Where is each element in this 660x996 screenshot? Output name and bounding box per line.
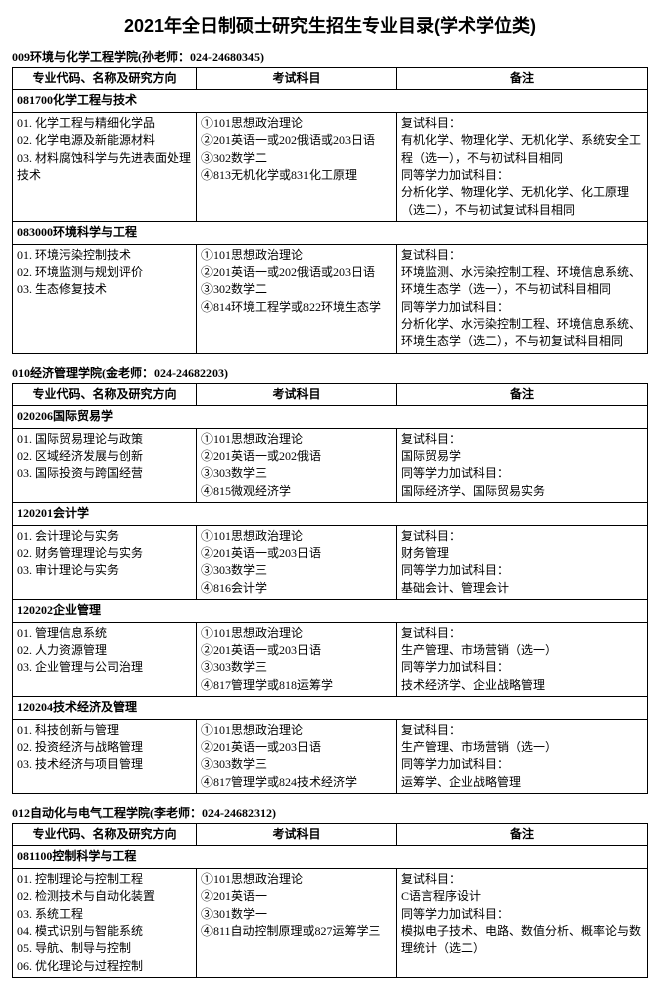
column-header: 考试科目 <box>197 68 397 90</box>
catalog-table: 专业代码、名称及研究方向考试科目备注081100控制科学与工程01. 控制理论与… <box>12 823 648 978</box>
department-heading: 009环境与化学工程学院(孙老师：024-24680345) <box>12 48 648 65</box>
exam-subjects-cell: ①101思想政治理论 ②201英语一或203日语 ③303数学三 ④816会计学 <box>197 525 397 600</box>
column-header: 备注 <box>397 824 648 846</box>
research-direction-cell: 01. 国际贸易理论与政策 02. 区域经济发展与创新 03. 国际投资与跨国经… <box>13 428 197 503</box>
exam-subjects-cell: ①101思想政治理论 ②201英语一或202俄语或203日语 ③302数学二 ④… <box>197 244 397 353</box>
remarks-cell: 复试科目： C语言程序设计 同等学力加试科目： 模拟电子技术、电路、数值分析、概… <box>397 868 648 977</box>
major-code-row: 081700化学工程与技术 <box>13 90 648 112</box>
page-title: 2021年全日制硕士研究生招生专业目录(学术学位类) <box>12 12 648 38</box>
exam-subjects-cell: ①101思想政治理论 ②201英语一或202俄语或203日语 ③302数学二 ④… <box>197 112 397 221</box>
department-heading: 012自动化与电气工程学院(李老师：024-24682312) <box>12 804 648 821</box>
major-code-row: 083000环境科学与工程 <box>13 222 648 244</box>
research-direction-cell: 01. 化学工程与精细化学品 02. 化学电源及新能源材料 03. 材料腐蚀科学… <box>13 112 197 221</box>
catalog-table: 专业代码、名称及研究方向考试科目备注081700化学工程与技术01. 化学工程与… <box>12 67 648 354</box>
exam-subjects-cell: ①101思想政治理论 ②201英语一或203日语 ③303数学三 ④817管理学… <box>197 719 397 794</box>
column-header: 考试科目 <box>197 824 397 846</box>
remarks-cell: 复试科目： 国际贸易学 同等学力加试科目： 国际经济学、国际贸易实务 <box>397 428 648 503</box>
research-direction-cell: 01. 控制理论与控制工程 02. 检测技术与自动化装置 03. 系统工程 04… <box>13 868 197 977</box>
exam-subjects-cell: ①101思想政治理论 ②201英语一或203日语 ③303数学三 ④817管理学… <box>197 622 397 697</box>
major-code-row: 120201会计学 <box>13 503 648 525</box>
research-direction-cell: 01. 科技创新与管理 02. 投资经济与战略管理 03. 技术经济与项目管理 <box>13 719 197 794</box>
column-header: 备注 <box>397 68 648 90</box>
major-code-row: 081100控制科学与工程 <box>13 846 648 868</box>
research-direction-cell: 01. 环境污染控制技术 02. 环境监测与规划评价 03. 生态修复技术 <box>13 244 197 353</box>
research-direction-cell: 01. 会计理论与实务 02. 财务管理理论与实务 03. 审计理论与实务 <box>13 525 197 600</box>
column-header: 专业代码、名称及研究方向 <box>13 824 197 846</box>
column-header: 专业代码、名称及研究方向 <box>13 68 197 90</box>
remarks-cell: 复试科目： 环境监测、水污染控制工程、环境信息系统、环境生态学（选一），不与初试… <box>397 244 648 353</box>
catalog-table: 专业代码、名称及研究方向考试科目备注020206国际贸易学01. 国际贸易理论与… <box>12 383 648 794</box>
department-heading: 010经济管理学院(金老师：024-24682203) <box>12 364 648 381</box>
column-header: 专业代码、名称及研究方向 <box>13 383 197 405</box>
remarks-cell: 复试科目： 财务管理 同等学力加试科目： 基础会计、管理会计 <box>397 525 648 600</box>
column-header: 考试科目 <box>197 383 397 405</box>
remarks-cell: 复试科目： 生产管理、市场营销（选一） 同等学力加试科目： 运筹学、企业战略管理 <box>397 719 648 794</box>
exam-subjects-cell: ①101思想政治理论 ②201英语一或202俄语 ③303数学三 ④815微观经… <box>197 428 397 503</box>
remarks-cell: 复试科目： 有机化学、物理化学、无机化学、系统安全工程（选一），不与初试科目相同… <box>397 112 648 221</box>
column-header: 备注 <box>397 383 648 405</box>
research-direction-cell: 01. 管理信息系统 02. 人力资源管理 03. 企业管理与公司治理 <box>13 622 197 697</box>
major-code-row: 120204技术经济及管理 <box>13 697 648 719</box>
exam-subjects-cell: ①101思想政治理论 ②201英语一 ③301数学一 ④811自动控制原理或82… <box>197 868 397 977</box>
major-code-row: 120202企业管理 <box>13 600 648 622</box>
major-code-row: 020206国际贸易学 <box>13 406 648 428</box>
remarks-cell: 复试科目： 生产管理、市场营销（选一） 同等学力加试科目： 技术经济学、企业战略… <box>397 622 648 697</box>
